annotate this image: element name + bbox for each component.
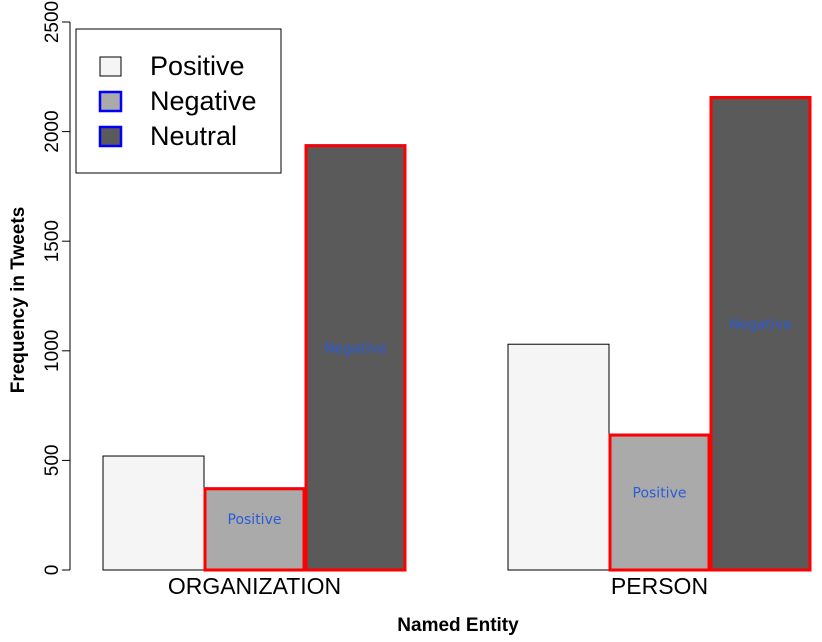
bar-annotation-3: Negative <box>729 317 792 333</box>
legend-label-neutral: Neutral <box>150 121 237 151</box>
highlight-boxes <box>203 96 812 572</box>
bar-person-negative <box>608 433 711 571</box>
x-axis-label: Named Entity <box>397 615 519 636</box>
y-tick-label: 500 <box>42 445 63 477</box>
bar-organization-neutral <box>304 144 407 571</box>
highlight-organization-neutral <box>304 144 407 572</box>
highlight-person-negative <box>608 433 711 572</box>
legend: Positive Negative Neutral <box>75 28 282 174</box>
x-tick-label-person: PERSON <box>611 573 708 599</box>
y-tick-label: 1500 <box>42 220 63 262</box>
legend-swatch-neutral <box>98 125 123 148</box>
bar-annotation-0: Positive <box>228 512 282 528</box>
x-axis: ORGANIZATION PERSON <box>168 573 708 599</box>
legend-swatch-negative <box>98 90 123 113</box>
y-axis: 0 500 1000 1500 2000 2500 <box>42 1 71 576</box>
bar-person-positive <box>507 343 610 571</box>
highlight-person-neutral <box>709 96 812 572</box>
y-axis-label: Frequency in Tweets <box>8 207 29 394</box>
bar-organization-positive <box>102 455 205 571</box>
bar-organization-negative <box>203 487 306 571</box>
y-tick-label: 0 <box>42 565 63 576</box>
legend-swatch-positive <box>99 56 122 77</box>
bars-group <box>102 96 812 571</box>
highlight-organization-negative <box>203 487 306 572</box>
x-tick-label-organization: ORGANIZATION <box>168 573 341 599</box>
bar-annotation-1: Negative <box>324 341 387 357</box>
legend-label-positive: Positive <box>150 51 245 81</box>
y-tick-label: 2000 <box>42 110 63 152</box>
bar-person-neutral <box>709 96 812 571</box>
y-tick-label: 1000 <box>42 330 63 372</box>
legend-label-negative: Negative <box>150 86 257 116</box>
bar-annotation-2: Positive <box>633 486 687 502</box>
y-tick-label: 2500 <box>42 1 63 43</box>
bar-annotations: Positive Negative Positive Negative <box>228 317 792 528</box>
